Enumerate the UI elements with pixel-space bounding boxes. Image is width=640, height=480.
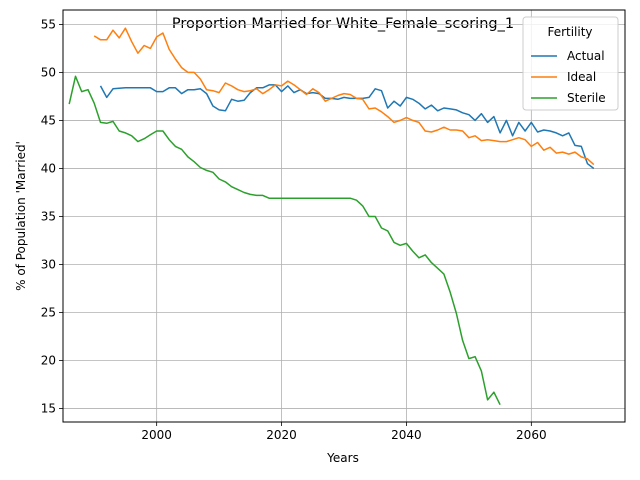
- y-tick-label: 35: [41, 209, 56, 223]
- legend-label-sterile: Sterile: [567, 91, 606, 105]
- x-axis-label: Years: [326, 451, 359, 465]
- legend: Fertility Actual Ideal Sterile: [522, 16, 619, 111]
- legend-box: [522, 16, 619, 111]
- y-tick-label: 40: [41, 161, 56, 175]
- series-line-ideal: [93, 27, 595, 166]
- grid-lines: [63, 10, 625, 422]
- chart-title: Proportion Married for White_Female_scor…: [172, 16, 514, 32]
- y-tick-label: 15: [41, 402, 56, 416]
- legend-title: Fertility: [547, 25, 592, 39]
- legend-label-ideal: Ideal: [567, 70, 596, 84]
- y-tick-label: 50: [41, 65, 56, 79]
- legend-label-actual: Actual: [567, 49, 605, 63]
- x-tick-label: 2040: [391, 428, 422, 442]
- y-tick-label: 20: [41, 354, 56, 368]
- y-tick-label: 30: [41, 257, 56, 271]
- y-axis: 15 20 25 30 35 40 45 50 55: [41, 17, 63, 416]
- x-tick-label: 2020: [266, 428, 297, 442]
- x-axis: 2000 2020 2040 2060: [141, 422, 547, 442]
- series-line-sterile: [68, 75, 501, 406]
- axes-frame: [62, 9, 626, 423]
- series-line-actual: [99, 84, 595, 170]
- plot-area: [68, 27, 595, 406]
- x-tick-label: 2000: [141, 428, 172, 442]
- y-tick-label: 25: [41, 306, 56, 320]
- y-tick-label: 55: [41, 17, 56, 31]
- x-tick-label: 2060: [516, 428, 547, 442]
- y-axis-label: % of Population 'Married': [14, 141, 28, 291]
- y-tick-label: 45: [41, 113, 56, 127]
